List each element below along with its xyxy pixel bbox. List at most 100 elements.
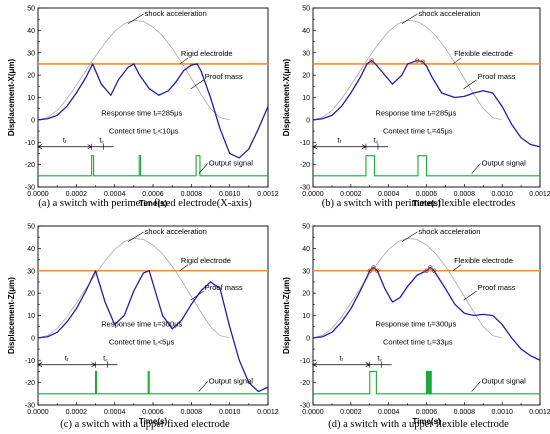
y-tick-label: -20: [300, 380, 310, 387]
x-tick-label: 0.0010: [219, 409, 241, 416]
x-tick-label: 0.0008: [454, 191, 476, 198]
output-signal-line: [313, 370, 540, 395]
tr-label: tᵣ: [63, 136, 67, 145]
x-tick-label: 0.0002: [340, 409, 362, 416]
tr-label: tᵣ: [338, 136, 342, 145]
y-tick-label: 40: [27, 246, 35, 253]
x-tick-label: 0.0004: [104, 191, 126, 198]
output-signal-line: [38, 155, 268, 177]
electrode-label: Flexible electrode: [454, 49, 513, 58]
y-tick-label: 0: [31, 335, 35, 342]
chart-panel-3: 0.0000 0.0002 0.0004 0.0006 0.0008 0.0010 0.00…: [282, 224, 550, 431]
shock-label: shock acceleration: [418, 9, 480, 18]
output-signal-label: Output signal: [482, 158, 527, 167]
output-pointer: [471, 381, 481, 392]
tc-label: t꜀: [374, 136, 379, 145]
output-pointer: [198, 381, 208, 392]
x-tick-label: 0.0008: [181, 191, 203, 198]
x-tick-label: 0.0000: [302, 409, 324, 416]
electrode-pointer: [452, 57, 462, 65]
y-tick-label: -20: [25, 162, 35, 169]
chart-panel-1: 0.0000 0.0002 0.0004 0.0006 0.0008 0.0010 0.00…: [282, 6, 550, 210]
shock-label: shock acceleration: [145, 227, 207, 236]
tc-label: t꜀: [99, 136, 104, 145]
tr-arrowhead-left: [312, 362, 318, 368]
contact-marker: [431, 268, 437, 273]
proof-mass-line: [312, 266, 541, 361]
proof-mass-label: Proof mass: [205, 283, 243, 292]
proof-mass-line: [312, 59, 541, 148]
shock-label: shock acceleration: [145, 9, 207, 18]
shock-pointer: [127, 231, 144, 242]
y-tick-label: -10: [300, 358, 310, 365]
x-tick-label: 0.0012: [257, 409, 279, 416]
contact-time-label: Contect time t꜀=45μs: [383, 126, 453, 135]
x-axis-label: Time(s): [139, 417, 168, 426]
electrode-pointer: [179, 264, 189, 271]
y-axis-label: Displacement-Z(μm): [282, 277, 291, 354]
x-tick-label: 0.0012: [529, 191, 550, 198]
y-tick-label: 10: [302, 313, 310, 320]
electrode-label: Rigid electrolde: [181, 49, 233, 58]
electrode-label: Rigid electrode: [181, 256, 231, 265]
output-signal-label: Output signal: [209, 376, 254, 385]
y-tick-label: 0: [31, 117, 35, 124]
tc-label: t꜀: [377, 354, 382, 363]
x-tick-label: 0.0012: [529, 409, 550, 416]
x-axis-label: Time(s): [412, 199, 441, 208]
x-tick-label: 0.0010: [491, 191, 513, 198]
output-signal-label: Output signal: [209, 158, 254, 167]
y-tick-label: 50: [27, 6, 35, 13]
output-signal-line: [38, 370, 268, 395]
y-tick-label: 50: [302, 224, 310, 231]
contact-marker: [428, 265, 433, 270]
y-tick-label: 10: [27, 95, 35, 102]
x-tick-label: 0.0002: [66, 409, 88, 416]
y-tick-label: 30: [302, 268, 310, 275]
y-tick-label: 0: [306, 117, 310, 124]
shock-pointer: [401, 231, 418, 242]
x-tick-label: 0.0006: [416, 409, 438, 416]
proof-mass-pointer: [463, 79, 477, 90]
proof-mass-label: Proof mass: [478, 72, 516, 81]
proof-mass-pointer: [190, 79, 204, 90]
contact-marker: [375, 268, 380, 273]
y-tick-label: 40: [302, 28, 310, 35]
output-pointer: [198, 163, 208, 174]
x-tick-label: 0.0000: [27, 191, 49, 198]
tc-label: t꜀: [103, 354, 108, 363]
panel-caption: (a) a switch with perimeter fixed electr…: [38, 198, 252, 209]
response-time-label: Response time tᵣ=300μs: [375, 320, 456, 329]
proof-mass-label: Proof mass: [478, 283, 516, 292]
y-tick-label: 20: [27, 73, 35, 80]
contact-time-label: Contect time t꜀<10μs: [109, 126, 179, 135]
contact-marker: [420, 59, 425, 64]
x-tick-label: 0.0004: [378, 409, 400, 416]
x-tick-label: 0.0008: [181, 409, 203, 416]
x-tick-label: 0.0010: [219, 191, 241, 198]
y-tick-label: -30: [25, 185, 35, 192]
y-tick-label: 10: [302, 95, 310, 102]
tr-label: tᵣ: [65, 354, 69, 363]
x-tick-label: 0.0000: [302, 191, 324, 198]
y-tick-label: 50: [302, 6, 310, 13]
response-time-label: Response time tᵣ=300μs: [101, 320, 182, 329]
contact-marker: [367, 268, 372, 273]
y-tick-label: 30: [27, 50, 35, 57]
contact-marker: [414, 58, 420, 63]
y-tick-label: -30: [300, 185, 310, 192]
y-axis-label: Displacement-Z(μm): [7, 277, 16, 354]
electrode-label: Flexible electrode: [454, 256, 513, 265]
shock-pointer: [127, 13, 144, 24]
y-tick-label: 30: [27, 268, 35, 275]
y-tick-label: -30: [25, 403, 35, 410]
x-axis-label: Time(s): [412, 417, 441, 426]
chart-panel-2: 0.0000 0.0002 0.0004 0.0006 0.0008 0.0010 0.00…: [7, 224, 279, 431]
response-time-label: Response time tᵣ=285μs: [375, 108, 456, 117]
contact-time-label: Contect time t꜀<5μs: [109, 338, 175, 347]
contact-marker: [369, 58, 374, 63]
x-tick-label: 0.0008: [454, 409, 476, 416]
y-tick-label: -20: [25, 380, 35, 387]
x-tick-label: 0.0004: [104, 409, 126, 416]
